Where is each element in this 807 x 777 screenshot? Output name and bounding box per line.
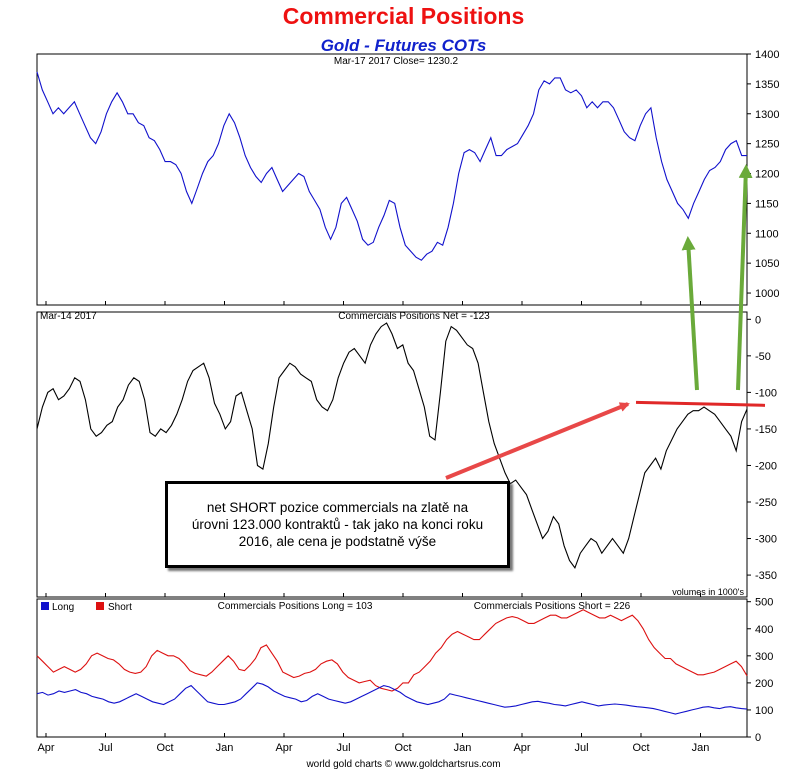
price-y-tick-label: 1050	[755, 258, 779, 270]
net-y-tick-label: 0	[755, 314, 761, 326]
price-series-line	[36, 71, 747, 261]
ls-y-tick-label: 500	[755, 597, 773, 609]
net-level-line	[635, 400, 766, 407]
x-tick-label: Jan	[216, 742, 234, 754]
long-short-y-axis: 0 100 200 300 400 500	[747, 597, 773, 744]
x-tick-label: Apr	[513, 742, 530, 754]
green-arrow-left	[681, 236, 699, 391]
x-tick-label: Jan	[692, 742, 710, 754]
price-y-tick-label: 1250	[755, 139, 779, 151]
price-header: Mar-17 2017 Close= 1230.2	[334, 56, 459, 67]
long-series-line	[36, 682, 748, 715]
price-panel-frame	[36, 53, 748, 306]
net-y-tick-label: -350	[755, 570, 777, 582]
net-header: Commercials Positions Net = -123	[338, 311, 490, 322]
x-tick-label: Oct	[632, 742, 649, 754]
net-y-tick-label: -100	[755, 387, 777, 399]
x-tick-label: Jul	[336, 742, 350, 754]
price-y-tick-label: 1150	[755, 198, 779, 210]
net-header-date: Mar-14 2017	[40, 311, 97, 322]
legend-short-swatch	[96, 602, 104, 610]
ls-y-tick-label: 100	[755, 705, 773, 717]
volumes-note: volumes in 1000's	[672, 587, 744, 597]
x-tick-label: Oct	[394, 742, 411, 754]
x-tick-label: Jul	[98, 742, 112, 754]
chart-subtitle: Gold - Futures COTs	[320, 36, 487, 55]
net-y-tick-label: -150	[755, 424, 777, 436]
x-axis: Apr Jul Oct Jan Apr Jul Oct Jan Apr Jul Oct Jan	[37, 301, 709, 754]
legend-short-label: Short	[108, 602, 132, 613]
x-tick-label: Apr	[275, 742, 292, 754]
green-arrow-right	[736, 164, 753, 391]
long-header: Commercials Positions Long = 103	[218, 601, 373, 612]
legend-long-swatch	[41, 602, 49, 610]
red-callout-arrow	[445, 402, 630, 480]
net-y-axis: 0 -50 -100 -150 -200 -250 -300 -350	[747, 314, 777, 582]
price-y-tick-label: 1200	[755, 169, 779, 181]
net-y-tick-label: -50	[755, 351, 771, 363]
short-series-line	[36, 609, 748, 692]
net-series-line	[36, 322, 748, 569]
net-y-tick-label: -250	[755, 497, 777, 509]
annotation-box: net SHORT pozice commercials na zlatě na…	[165, 481, 510, 568]
net-panel-frame	[36, 311, 748, 598]
net-y-tick-label: -200	[755, 460, 777, 472]
x-tick-label: Jan	[454, 742, 472, 754]
annotation-text: net SHORT pozice commercials na zlatě na…	[191, 500, 484, 549]
x-tick-label: Oct	[156, 742, 173, 754]
ls-y-tick-label: 200	[755, 678, 773, 690]
price-y-tick-label: 1300	[755, 109, 779, 121]
long-short-panel-frame	[36, 598, 748, 738]
ls-y-tick-label: 400	[755, 624, 773, 636]
x-tick-label: Jul	[574, 742, 588, 754]
price-y-tick-label: 1400	[755, 49, 779, 61]
price-y-tick-label: 1100	[755, 228, 779, 240]
price-y-tick-label: 1000	[755, 288, 779, 300]
chart-title: Commercial Positions	[282, 3, 525, 29]
net-y-tick-label: -300	[755, 534, 777, 546]
x-tick-label: Apr	[37, 742, 54, 754]
short-header: Commercials Positions Short = 226	[474, 601, 631, 612]
legend-long-label: Long	[52, 602, 74, 613]
chart-footer: world gold charts © www.goldchartsrus.co…	[306, 759, 501, 770]
price-y-axis: 1000 1050 1100 1150 1200 1250 1300 1350 1400	[747, 49, 779, 300]
price-y-tick-label: 1350	[755, 79, 779, 91]
ls-y-tick-label: 0	[755, 732, 761, 744]
ls-y-tick-label: 300	[755, 651, 773, 663]
